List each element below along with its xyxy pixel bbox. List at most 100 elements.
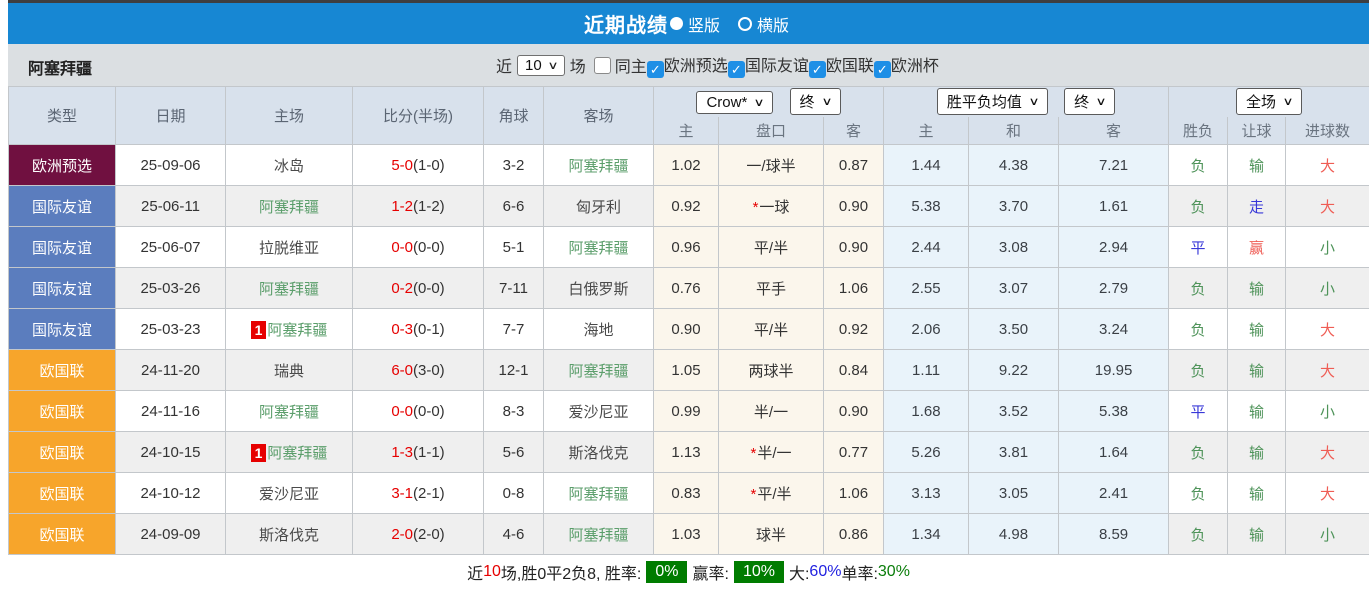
result-goals: 大 — [1285, 431, 1369, 473]
match-date: 24-11-20 — [115, 349, 226, 391]
near-label: 近 — [496, 59, 513, 76]
avg-lose: 1.61 — [1058, 185, 1170, 227]
type-badge: 欧国联 — [8, 513, 116, 555]
corner-score: 5-6 — [483, 431, 544, 473]
odds-away: 0.90 — [822, 226, 885, 268]
score: 0-0(0-0) — [352, 390, 484, 432]
score: 0-0(0-0) — [352, 226, 484, 268]
result-wdl: 平 — [1168, 390, 1229, 432]
competition-label: 欧洲杯 — [890, 58, 939, 75]
competition-checkbox[interactable]: ✓ — [873, 61, 891, 78]
competition-checkbox[interactable]: ✓ — [646, 61, 664, 78]
corner-score: 12-1 — [483, 349, 544, 391]
score: 0-3(0-1) — [352, 308, 484, 350]
filter-controls: 近 10 ∨ 场 同主 ✓ 欧洲预选 ✓ 国际友谊 ✓ 欧国联 ✓ 欧洲杯 — [496, 44, 939, 86]
odds-home: 0.83 — [653, 472, 719, 514]
handicap: 平手 — [718, 267, 824, 309]
home-team: 1 阿塞拜疆 — [225, 431, 353, 473]
handicap: 球半 — [718, 513, 824, 555]
handicap: 平/半 — [718, 308, 824, 350]
result-wdl: 负 — [1168, 513, 1229, 555]
match-date: 25-03-23 — [115, 308, 226, 350]
competition-filter-group: ✓ 欧洲预选 ✓ 国际友谊 ✓ 欧国联 ✓ 欧洲杯 — [646, 52, 939, 78]
result-handicap: 输 — [1227, 513, 1287, 555]
result-handicap: 输 — [1227, 472, 1287, 514]
competition-filter: ✓ 国际友谊 — [727, 58, 809, 78]
avg-type-select[interactable]: 胜平负均值 ∨ — [936, 88, 1048, 116]
avg-win: 5.38 — [883, 185, 970, 227]
away-team: 阿塞拜疆 — [543, 226, 654, 268]
avg-lose: 2.41 — [1058, 472, 1170, 514]
table-row: 国际友谊 25-03-26 阿塞拜疆 0-2(0-0) 7-11 白俄罗斯 0.76 平手 1.… — [8, 267, 1369, 309]
result-goals: 大 — [1285, 185, 1369, 227]
match-count-select[interactable]: 10 ∨ — [517, 54, 565, 76]
competition-checkbox[interactable]: ✓ — [808, 61, 826, 78]
odds-time-select[interactable]: 终 ∨ — [789, 88, 841, 116]
avg-lose: 19.95 — [1058, 349, 1170, 391]
vertical-layout-radio[interactable] — [669, 17, 683, 30]
avg-draw: 9.22 — [968, 349, 1060, 391]
chevron-down-icon: ∨ — [820, 96, 833, 109]
result-handicap: 输 — [1227, 308, 1287, 350]
summary-segment: 场,胜0平2负8, 胜率: — [500, 566, 642, 583]
away-team: 阿塞拜疆 — [543, 513, 654, 555]
avg-lose: 2.79 — [1058, 267, 1170, 309]
competition-checkbox[interactable]: ✓ — [727, 61, 745, 78]
avg-lose: 1.64 — [1058, 431, 1170, 473]
corner-score: 5-1 — [483, 226, 544, 268]
period-select[interactable]: 全场 ∨ — [1236, 88, 1303, 116]
score: 1-3(1-1) — [352, 431, 484, 473]
avg-win: 1.34 — [883, 513, 970, 555]
chevron-down-icon: ∨ — [1282, 96, 1294, 109]
avg-win: 5.26 — [883, 431, 970, 473]
table-row: 欧国联 24-10-15 1 阿塞拜疆 1-3(1-1) 5-6 斯洛伐克 1.13 *半/一 0… — [8, 431, 1369, 473]
handicap: *半/一 — [718, 431, 824, 473]
corner-score: 0-8 — [483, 472, 544, 514]
odds-provider-select[interactable]: Crow* ∨ — [696, 91, 774, 115]
odds-home: 1.05 — [653, 349, 719, 391]
results-table: 类型 日期 主场 比分(半场) 角球 客场 Crow* ∨ 终 ∨ 胜平负均值 ∨ 终… — [8, 86, 1369, 555]
home-team: 爱沙尼亚 — [225, 472, 353, 514]
result-wdl: 平 — [1168, 226, 1229, 268]
odds-home: 0.92 — [653, 185, 719, 227]
match-date: 25-06-11 — [115, 185, 226, 227]
horizontal-layout-radio[interactable] — [738, 16, 752, 31]
avg-draw: 3.70 — [968, 185, 1060, 227]
sub-header-handicap: 盘口 — [718, 116, 824, 145]
avg-group-header: 胜平负均值 ∨ 终 ∨ — [883, 86, 1170, 117]
avg-time-select[interactable]: 终 ∨ — [1064, 88, 1116, 116]
home-team: 冰岛 — [225, 144, 353, 186]
summary-segment: 30% — [877, 563, 910, 580]
col-header-date: 日期 — [115, 86, 226, 145]
home-team: 斯洛伐克 — [225, 513, 353, 555]
table-row: 国际友谊 25-03-23 1 阿塞拜疆 0-3(0-1) 7-7 海地 0.90 平/半 0.9… — [8, 308, 1369, 350]
same-home-label: 同主 — [614, 59, 647, 76]
result-goals: 小 — [1285, 513, 1369, 555]
match-date: 24-11-16 — [115, 390, 226, 432]
col-header-away: 客场 — [543, 86, 654, 145]
type-badge: 国际友谊 — [8, 267, 116, 309]
type-badge: 欧国联 — [8, 431, 116, 473]
handicap: 平/半 — [718, 226, 824, 268]
odds-away: 0.87 — [822, 144, 885, 186]
result-handicap: 输 — [1227, 349, 1287, 391]
red-card-badge: 1 — [250, 443, 267, 462]
corner-score: 3-2 — [483, 144, 544, 186]
table-row: 欧国联 24-11-20 瑞典 6-0(3-0) 12-1 阿塞拜疆 1.05 两球半 0.84… — [8, 349, 1369, 391]
home-team: 阿塞拜疆 — [225, 390, 353, 432]
odds-home: 1.03 — [653, 513, 719, 555]
away-team: 爱沙尼亚 — [543, 390, 654, 432]
type-badge: 欧洲预选 — [8, 144, 116, 186]
odds-home: 1.13 — [653, 431, 719, 473]
avg-win: 1.44 — [883, 144, 970, 186]
col-header-home: 主场 — [225, 86, 353, 145]
match-date: 25-06-07 — [115, 226, 226, 268]
table-row: 欧国联 24-10-12 爱沙尼亚 3-1(2-1) 0-8 阿塞拜疆 0.83 *平/半 1.… — [8, 472, 1369, 514]
same-home-checkbox[interactable] — [593, 56, 611, 74]
result-goals: 大 — [1285, 349, 1369, 391]
result-wdl: 负 — [1168, 144, 1229, 186]
summary-segment: 0% — [646, 561, 688, 583]
avg-draw: 3.52 — [968, 390, 1060, 432]
competition-filter: ✓ 欧洲预选 — [646, 58, 728, 78]
